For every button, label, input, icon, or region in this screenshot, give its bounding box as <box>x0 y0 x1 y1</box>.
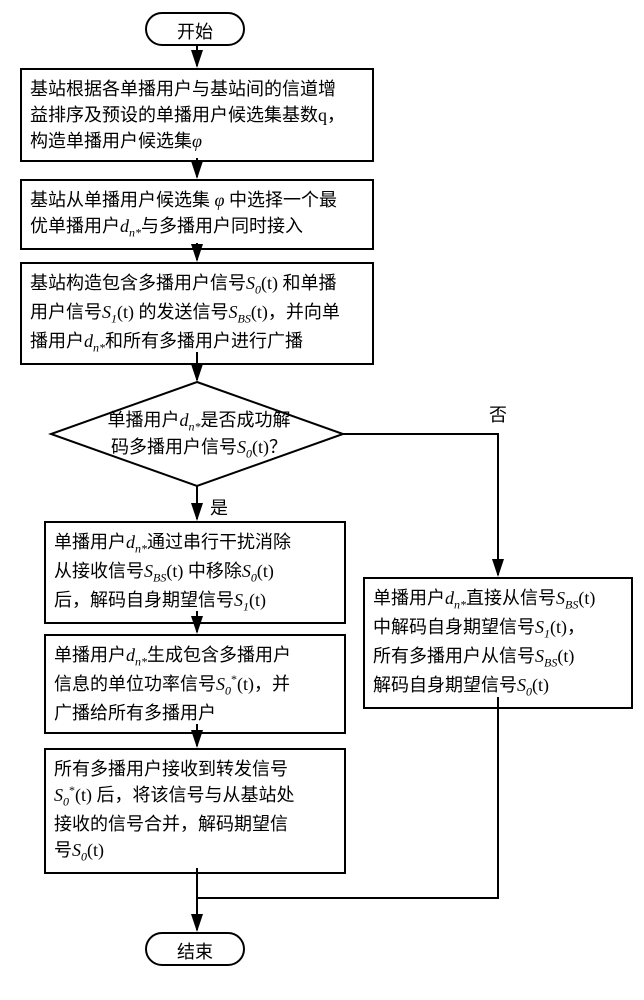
end-terminal: 结束 <box>145 932 245 966</box>
node-direct-decode: 单播用户dn*直接从信号SBS(t) 中解码自身期望信号S1(t)， 所有多播用… <box>363 577 633 709</box>
start-label: 开始 <box>177 22 213 42</box>
flowchart-canvas: 开始 基站根据各单播用户与基站间的信道增 益排序及预设的单播用户候选集基数q， … <box>0 0 644 1000</box>
start-terminal: 开始 <box>145 12 245 46</box>
node-construct-broadcast-signal: 基站构造包含多播用户信号S0(t) 和单播 用户信号S1(t) 的发送信号SBS… <box>20 262 374 365</box>
decision-decode-success: 单播用户dn*是否成功解 码多播用户信号S0(t)？ <box>68 385 330 485</box>
node-generate-relay-signal: 单播用户dn*生成包含多播用户 信息的单位功率信号S0*(t)，并 广播给所有多… <box>44 634 346 734</box>
node-construct-candidate-set: 基站根据各单播用户与基站间的信道增 益排序及预设的单播用户候选集基数q， 构造单… <box>20 68 374 162</box>
node-combine-decode: 所有多播用户接收到转发信号 S0*(t) 后，将该信号与从基站处 接收的信号合并… <box>44 748 346 874</box>
decision-yes-label: 是 <box>210 494 228 520</box>
node-select-optimal-user: 基站从单播用户候选集 φ 中选择一个最 优单播用户dn*与多播用户同时接入 <box>20 179 374 250</box>
node-sic-remove-decode: 单播用户dn*通过串行干扰消除 从接收信号SBS(t) 中移除S0(t) 后，解… <box>44 521 346 624</box>
decision-no-label: 否 <box>489 401 507 427</box>
end-label: 结束 <box>177 942 213 962</box>
